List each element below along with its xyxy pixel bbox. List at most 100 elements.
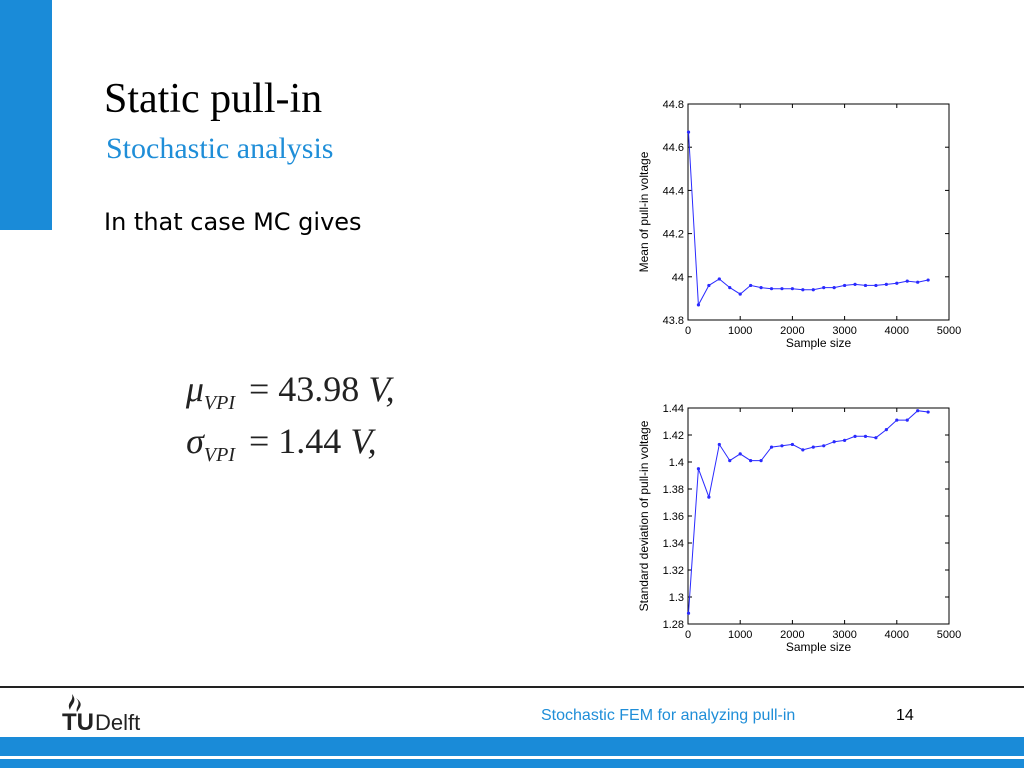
data-point bbox=[822, 444, 826, 448]
data-point bbox=[759, 286, 763, 290]
data-point bbox=[707, 495, 711, 499]
tudelft-logo: TU Delft bbox=[62, 694, 140, 736]
data-point bbox=[790, 442, 794, 447]
slide-subtitle: Stochastic analysis bbox=[106, 132, 334, 165]
x-tick-label: 0 bbox=[685, 629, 691, 641]
data-point bbox=[874, 283, 878, 288]
data-point bbox=[801, 288, 805, 292]
std-equation: σVPI = 1.44 V, bbox=[110, 420, 395, 472]
data-point bbox=[853, 434, 857, 438]
data-point bbox=[780, 444, 784, 448]
x-tick-label: 4000 bbox=[885, 325, 909, 337]
x-tick-label: 1000 bbox=[728, 629, 752, 641]
plot-frame bbox=[687, 407, 950, 625]
y-tick-label: 1.32 bbox=[663, 565, 684, 577]
data-point bbox=[926, 278, 930, 282]
mean-chart: 0 1000 2000 3000 4000 5000 43.8 44 44.2 44.4 44.6 4… bbox=[637, 99, 961, 350]
data-point bbox=[853, 282, 857, 286]
data-point bbox=[895, 281, 899, 285]
x-tick-label: 3000 bbox=[832, 629, 856, 641]
data-point bbox=[905, 279, 909, 283]
data-point bbox=[843, 283, 847, 288]
y-tick-label: 44.2 bbox=[663, 229, 684, 241]
body-text: In that case MC gives bbox=[104, 208, 362, 236]
mean-value: = 43.98 V, bbox=[249, 369, 395, 409]
x-tick-label: 2000 bbox=[780, 325, 804, 337]
x-tick-label: 5000 bbox=[937, 629, 961, 641]
y-tick-label: 44.4 bbox=[663, 185, 684, 197]
x-tick-label: 3000 bbox=[832, 325, 856, 337]
data-point bbox=[905, 418, 909, 422]
data-point bbox=[801, 448, 805, 452]
data-point bbox=[769, 287, 774, 291]
page-number: 14 bbox=[896, 707, 914, 724]
std-chart: 0 1000 2000 3000 4000 5000 1.28 1.3 1.32 1.34 1.36… bbox=[637, 403, 961, 654]
data-point bbox=[843, 438, 847, 442]
y-tick-label: 1.3 bbox=[669, 592, 684, 604]
x-tick-label: 5000 bbox=[937, 325, 961, 337]
data-point bbox=[780, 287, 784, 291]
x-tick-label: 0 bbox=[685, 325, 691, 337]
data-point bbox=[696, 303, 701, 307]
y-tick-label: 44.6 bbox=[663, 142, 684, 154]
flame-icon bbox=[68, 694, 81, 712]
data-point bbox=[769, 445, 774, 449]
y-tick-label: 44 bbox=[672, 272, 684, 284]
data-point bbox=[738, 292, 742, 296]
std-symbol: σVPI bbox=[186, 421, 235, 467]
y-tick-label: 1.34 bbox=[663, 538, 684, 550]
data-point bbox=[728, 286, 732, 290]
data-point bbox=[863, 283, 868, 288]
data-point bbox=[811, 445, 815, 449]
data-point bbox=[686, 130, 691, 134]
slide-title: Static pull-in bbox=[104, 76, 323, 122]
y-tick-label: 1.4 bbox=[669, 457, 684, 469]
x-tick-label: 2000 bbox=[780, 629, 804, 641]
data-point bbox=[832, 286, 836, 290]
data-point bbox=[749, 459, 753, 463]
x-tick-label: 4000 bbox=[885, 629, 909, 641]
x-tick-label: 1000 bbox=[728, 325, 752, 337]
data-point bbox=[884, 428, 888, 432]
x-axis-label: Sample size bbox=[786, 640, 852, 654]
y-tick-label: 1.44 bbox=[663, 403, 684, 415]
y-axis-label: Standard deviation of pull-in voltage bbox=[637, 420, 651, 611]
y-tick-label: 1.36 bbox=[663, 511, 684, 523]
plot-frame bbox=[687, 103, 950, 321]
std-subscript: VPI bbox=[203, 444, 235, 467]
data-point bbox=[874, 436, 878, 440]
data-point bbox=[832, 440, 836, 444]
data-point bbox=[916, 409, 920, 413]
footer-text: Stochastic FEM for analyzing pull-in bbox=[541, 707, 796, 724]
data-point bbox=[926, 410, 930, 414]
x-axis-label: Sample size bbox=[786, 336, 852, 350]
footer-band-line bbox=[0, 756, 1024, 759]
y-tick-label: 43.8 bbox=[663, 315, 684, 327]
data-point bbox=[822, 286, 826, 290]
mean-subscript: VPI bbox=[203, 392, 235, 415]
data-point bbox=[916, 280, 920, 284]
y-axis-label: Mean of pull-in voltage bbox=[637, 151, 651, 272]
data-point bbox=[759, 459, 763, 463]
mean-symbol: μVPI bbox=[185, 369, 235, 415]
footer-band bbox=[0, 737, 1024, 768]
data-point bbox=[811, 288, 815, 292]
data-point bbox=[790, 287, 794, 291]
y-tick-label: 44.8 bbox=[663, 99, 684, 111]
logo-tu: TU bbox=[62, 709, 94, 736]
data-point bbox=[738, 452, 742, 456]
data-point bbox=[696, 467, 701, 471]
data-point bbox=[717, 442, 721, 447]
data-point bbox=[884, 282, 888, 286]
left-accent-bar bbox=[0, 0, 52, 230]
data-point bbox=[863, 434, 868, 438]
y-tick-label: 1.42 bbox=[663, 430, 684, 442]
y-tick-label: 1.38 bbox=[663, 484, 684, 496]
footer-divider bbox=[0, 686, 1024, 688]
mean-equation: μVPI = 43.98 V, bbox=[110, 368, 395, 420]
data-point bbox=[728, 459, 732, 463]
equations-block: μVPI = 43.98 V, σVPI = 1.44 V, bbox=[110, 368, 395, 472]
data-point bbox=[717, 277, 721, 281]
series-line bbox=[688, 410, 929, 614]
data-point bbox=[895, 418, 899, 422]
